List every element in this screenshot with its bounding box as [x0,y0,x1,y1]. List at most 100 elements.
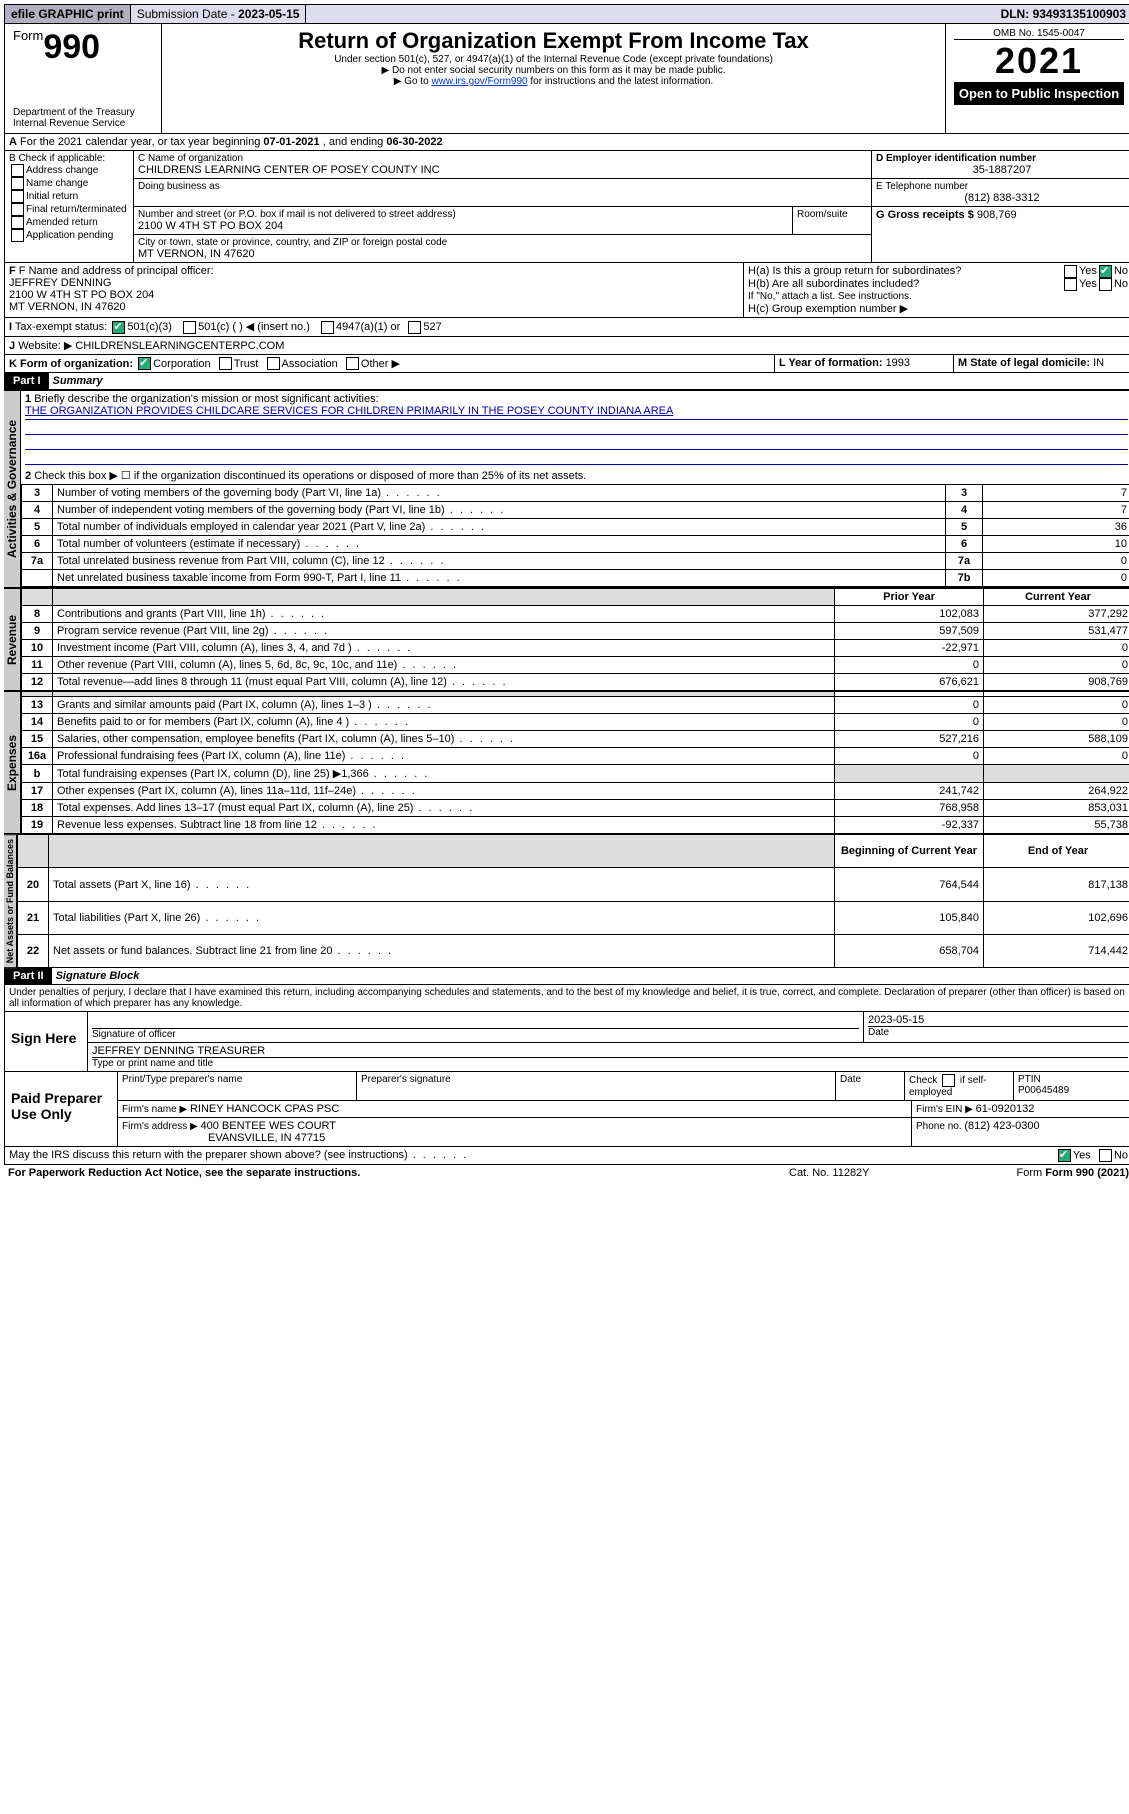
sign-here-block: Sign Here Signature of officer 2023-05-1… [4,1012,1129,1072]
penalties-text: Under penalties of perjury, I declare th… [5,985,1129,1011]
h-a-label: H(a) Is this a group return for subordin… [748,265,1062,278]
chk-application-pending[interactable] [11,229,24,242]
ptin: P00645489 [1018,1085,1069,1096]
chk-name-change[interactable] [11,177,24,190]
h-b-label: H(b) Are all subordinates included? [748,278,1062,291]
part-ii-header: Part II Signature Block [4,968,1129,985]
g-label: G Gross receipts $ [876,209,977,221]
state-domicile: IN [1093,357,1104,369]
tax-year: 2021 [954,40,1124,82]
street-label: Number and street (or P.O. box if mail i… [138,209,788,220]
chk-other[interactable] [346,357,359,370]
open-public-badge: Open to Public Inspection [954,82,1124,105]
expenses-block: Expenses 13Grants and similar amounts pa… [4,691,1129,834]
chk-501c[interactable] [183,321,196,334]
preparer-date-label: Date [836,1072,905,1100]
vtab-netassets: Net Assets or Fund Balances [4,834,17,968]
h-c-label: H(c) Group exemption number ▶ [748,302,1128,315]
chk-assoc[interactable] [267,357,280,370]
chk-501c3[interactable] [112,321,125,334]
instructions-link-line: ▶ Go to www.irs.gov/Form990 for instruct… [170,76,937,87]
officer-print-name: JEFFREY DENNING TREASURER [92,1045,1128,1057]
paperwork-notice: For Paperwork Reduction Act Notice, see … [8,1167,360,1179]
sign-here-label: Sign Here [5,1012,88,1071]
discuss-row: May the IRS discuss this return with the… [4,1147,1129,1165]
firm-addr1: 400 BENTEE WES COURT [201,1120,337,1132]
top-bar: efile GRAPHIC print Submission Date - 20… [4,4,1129,24]
submission-date: Submission Date - 2023-05-15 [131,5,307,23]
section-deg: D Employer identification number 35-1887… [872,151,1129,262]
chk-address-change[interactable] [11,164,24,177]
form-number: 990 [43,28,100,66]
line-a: A For the 2021 calendar year, or tax yea… [4,134,1129,151]
city-label: City or town, state or province, country… [138,237,867,248]
telephone: (812) 838-3312 [876,192,1128,204]
firm-ein: 61-0920132 [976,1103,1035,1115]
revenue-table: Prior YearCurrent Year8Contributions and… [21,588,1129,691]
chk-amended-return[interactable] [11,216,24,229]
chk-ha-no[interactable] [1099,265,1112,278]
signature-date: 2023-05-15 [868,1014,1128,1026]
form-footer: Form 990 (2021) [1045,1167,1129,1179]
entity-block: B Check if applicable: Address change Na… [4,151,1129,263]
paid-preparer-label: Paid Preparer Use Only [5,1072,118,1146]
netassets-block: Net Assets or Fund Balances Beginning of… [4,834,1129,968]
discuss-label: May the IRS discuss this return with the… [5,1147,1052,1164]
year-formation: 1993 [886,357,910,369]
chk-trust[interactable] [219,357,232,370]
vtab-activities: Activities & Governance [4,390,21,588]
chk-final-return[interactable] [11,203,24,216]
website: CHILDRENSLEARNINGCENTERPC.COM [75,340,284,352]
date-label: Date [868,1026,1128,1038]
section-i: I Tax-exempt status: 501(c)(3) 501(c) ( … [4,318,1129,337]
subtitle-1: Under section 501(c), 527, or 4947(a)(1)… [170,54,937,65]
vtab-revenue: Revenue [4,588,21,691]
print-name-label: Type or print name and title [92,1057,1128,1069]
dept-label: Department of the Treasury [13,107,153,118]
instructions-link[interactable]: www.irs.gov/Form990 [431,76,527,87]
chk-527[interactable] [408,321,421,334]
form-header: Form990 Department of the Treasury Inter… [4,24,1129,134]
activities-governance-block: Activities & Governance 1 Briefly descri… [4,390,1129,588]
chk-hb-no[interactable] [1099,278,1112,291]
part-i-header: Part I Summary [4,373,1129,390]
firm-addr2: EVANSVILLE, IN 47715 [208,1132,325,1144]
street: 2100 W 4TH ST PO BOX 204 [138,220,788,232]
subtitle-2: ▶ Do not enter social security numbers o… [170,65,937,76]
firm-name: RINEY HANCOCK CPAS PSC [190,1103,339,1115]
officer-addr1: 2100 W 4TH ST PO BOX 204 [9,289,739,301]
officer-block: F F Name and address of principal office… [4,263,1129,318]
b-label: B Check if applicable: [9,153,129,164]
section-c: C Name of organization CHILDRENS LEARNIN… [134,151,872,262]
section-b: B Check if applicable: Address change Na… [5,151,134,262]
ein: 35-1887207 [876,164,1128,176]
chk-discuss-yes[interactable] [1058,1149,1071,1162]
irs-label: Internal Revenue Service [13,118,153,129]
revenue-block: Revenue Prior YearCurrent Year8Contribut… [4,588,1129,691]
officer-name: JEFFREY DENNING [9,277,739,289]
chk-self-employed[interactable] [942,1074,955,1087]
vtab-expenses: Expenses [4,691,21,834]
section-j: J Website: ▶ CHILDRENSLEARNINGCENTERPC.C… [4,337,1129,355]
efile-button[interactable]: efile GRAPHIC print [5,5,131,23]
officer-addr2: MT VERNON, IN 47620 [9,301,739,313]
chk-initial-return[interactable] [11,190,24,203]
signature-label: Signature of officer [92,1028,859,1040]
section-h: H(a) Is this a group return for subordin… [744,263,1129,317]
chk-corp[interactable] [138,357,151,370]
footer-row: For Paperwork Reduction Act Notice, see … [4,1165,1129,1181]
room-label: Room/suite [797,209,867,220]
chk-4947a1[interactable] [321,321,334,334]
gross-receipts: 908,769 [977,209,1017,221]
chk-hb-yes[interactable] [1064,278,1077,291]
omb-number: OMB No. 1545-0047 [954,28,1124,40]
org-name: CHILDRENS LEARNING CENTER OF POSEY COUNT… [138,164,867,176]
chk-discuss-no[interactable] [1099,1149,1112,1162]
netassets-table: Beginning of Current YearEnd of Year20To… [17,834,1129,968]
catalog-no: Cat. No. 11282Y [789,1167,989,1179]
q2-label: Check this box ▶ ☐ if the organization d… [34,470,586,482]
city: MT VERNON, IN 47620 [138,248,867,260]
q1-label: Briefly describe the organization's miss… [34,393,378,405]
chk-ha-yes[interactable] [1064,265,1077,278]
preparer-sig-label: Preparer's signature [357,1072,836,1100]
